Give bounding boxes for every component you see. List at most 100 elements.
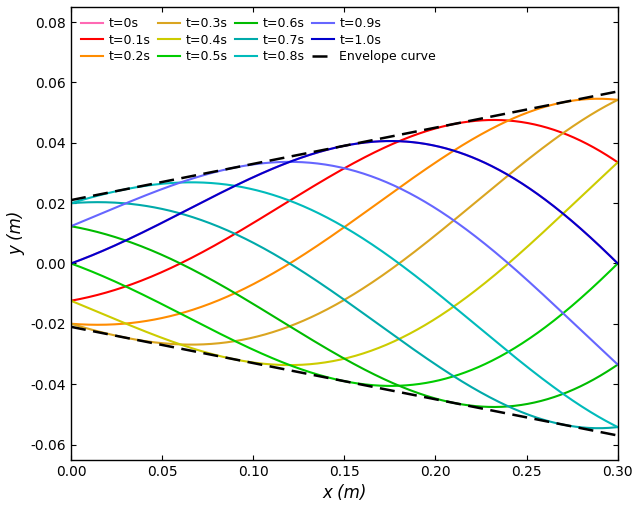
t=0.4s [516,250,524,256]
t=0.8s [328,217,335,223]
t=0.8s [516,358,524,364]
t=0.6s [490,404,498,410]
Line: t=0s: t=0s [71,141,618,264]
t=0.7s [394,335,401,341]
t=0.6s [602,370,609,376]
t=1.0s [614,261,621,267]
Envelope curve [392,132,400,138]
t=0.1s [490,117,498,123]
t=0.5s [387,383,395,389]
t=0s [387,138,395,144]
Line: t=0.5s: t=0.5s [71,264,618,386]
Envelope curve [67,197,75,203]
t=0.3s [614,97,621,103]
t=0.2s [67,321,75,327]
t=0.5s [327,375,335,381]
t=0s [327,146,335,152]
t=0.1s [516,119,524,125]
t=0.9s [516,271,524,277]
t=1.0s [387,138,395,144]
t=0.3s [67,321,75,327]
t=0.4s [394,337,401,343]
t=0.1s [614,159,621,165]
t=0s [614,261,621,267]
t=0.7s [67,200,75,206]
t=0.5s [516,342,524,348]
t=0.7s [93,199,101,205]
Line: t=0.4s: t=0.4s [71,162,618,365]
t=1.0s [602,249,609,255]
t=0.4s [602,171,609,177]
t=1.0s [327,146,335,152]
t=0.2s [364,207,372,213]
t=0.7s [594,425,602,431]
t=0.9s [332,163,339,169]
Line: t=0.9s: t=0.9s [71,162,618,364]
t=0.5s [330,376,338,382]
t=0.8s [188,179,195,185]
Legend: t=0s, t=0.1s, t=0.2s, t=0.3s, t=0.4s, t=0.5s, t=0.6s, t=0.7s, t=0.8s, t=0.9s, t=: t=0s, t=0.1s, t=0.2s, t=0.3s, t=0.4s, t=… [77,13,440,67]
Line: t=0.7s: t=0.7s [71,202,618,428]
t=0.3s [602,103,609,109]
Envelope curve [327,146,335,152]
t=1.0s [516,179,524,185]
t=0.8s [364,239,372,245]
t=0.1s [602,152,609,158]
t=0s [602,249,609,255]
t=0s [330,145,338,151]
t=0.4s [285,362,293,368]
Envelope curve [614,89,621,95]
t=0.6s [330,350,338,356]
t=0.2s [394,186,401,192]
t=0.9s [67,223,75,229]
t=0.5s [363,382,371,388]
t=0.8s [332,219,339,225]
t=0.1s [363,153,371,159]
t=0.4s [614,159,621,165]
Line: t=1.0s: t=1.0s [71,141,618,264]
t=0.5s [67,261,75,267]
t=0.2s [328,233,335,239]
t=0.5s [614,261,621,267]
t=0.3s [188,342,195,348]
Line: t=0.6s: t=0.6s [71,226,618,407]
t=0.5s [394,383,401,389]
t=0.3s [516,162,524,168]
t=0.9s [285,159,293,165]
Envelope curve [601,91,609,97]
t=0.4s [67,298,75,304]
t=0.6s [516,402,524,408]
t=0.9s [394,184,401,190]
t=0.7s [614,424,621,430]
Line: t=0.8s: t=0.8s [71,182,618,427]
Envelope curve [515,108,523,114]
t=0.2s [93,322,101,328]
t=0.7s [364,314,372,320]
t=0.9s [602,350,609,356]
Envelope curve [363,138,371,145]
t=0.7s [332,290,339,296]
t=0s [394,138,401,144]
Line: t=0.3s: t=0.3s [71,100,618,345]
t=0s [516,179,524,185]
Line: Envelope curve: Envelope curve [71,92,618,200]
t=0s [67,261,75,267]
t=1.0s [67,261,75,267]
t=0.1s [67,298,75,304]
t=0s [363,139,371,146]
t=0.7s [603,425,611,431]
t=0.6s [327,348,335,354]
t=0.8s [614,424,621,430]
t=0.3s [328,304,335,310]
t=0.6s [392,382,400,388]
t=0.6s [67,223,75,229]
t=0.9s [328,162,335,168]
t=1.0s [330,145,338,151]
t=0.4s [332,358,339,364]
t=0.3s [394,262,401,268]
t=0.6s [614,361,621,367]
t=1.0s [394,138,401,144]
Line: t=0.2s: t=0.2s [71,99,618,325]
Y-axis label: y (m): y (m) [7,211,25,256]
X-axis label: x (m): x (m) [322,484,367,502]
